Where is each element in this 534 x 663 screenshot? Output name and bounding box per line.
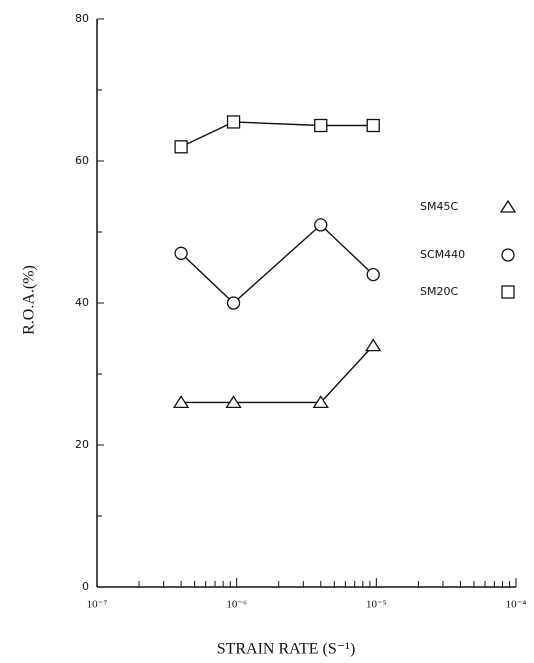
legend-label: SCM440 [420,248,465,261]
marker [366,118,380,133]
y-tick-label: 0 [82,580,89,593]
x-axis-label: STRAIN RATE (S⁻¹) [217,641,356,658]
series-line [180,223,374,304]
marker [312,395,329,409]
x-tick-label: 10⁻⁴ [506,599,527,611]
marker [172,395,190,409]
legend-label: SM20C [420,285,458,298]
marker [366,267,380,282]
marker [314,118,328,133]
marker [174,246,188,260]
legend-label: SM45C [420,200,458,213]
y-tick-label: 60 [75,154,89,167]
marker [365,338,382,352]
marker [225,395,242,409]
series-line [181,345,374,404]
y-axis-label: R.O.A.(%) [21,265,38,335]
x-tick-label: 10⁻⁶ [226,599,247,611]
marker [174,140,188,154]
legend-marker [501,248,515,262]
x-tick-label: 10⁻⁷ [87,599,108,611]
marker [226,296,241,310]
y-tick-label: 20 [75,438,89,451]
legend-marker [501,285,515,299]
marker [226,115,241,129]
x-tick-label: 10⁻⁵ [366,599,387,611]
legend-marker [499,199,517,213]
marker [314,218,328,232]
y-tick-label: 40 [75,296,89,309]
series-line [180,121,374,148]
y-tick-label: 80 [75,12,89,25]
